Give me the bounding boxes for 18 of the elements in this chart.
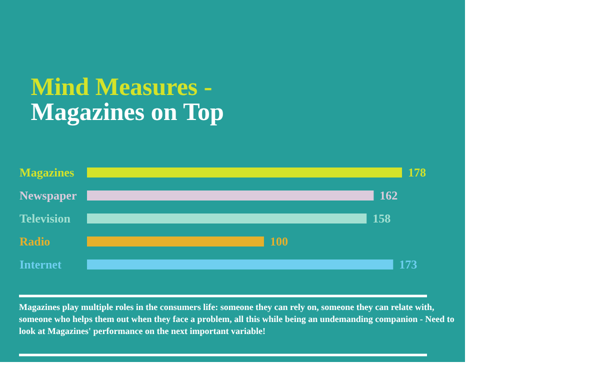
bar <box>87 236 264 246</box>
y-tick-label: Television <box>20 212 71 226</box>
bar <box>87 190 374 200</box>
y-tick-label: Magazines <box>20 166 74 180</box>
data-label: 162 <box>380 188 398 202</box>
y-tick-label: Internet <box>20 258 62 272</box>
chart-title: Mind Measures - <box>30 74 212 101</box>
bar <box>87 214 367 224</box>
chart-subtitle: Magazines on Top <box>30 99 224 126</box>
data-label: 100 <box>270 234 288 248</box>
text: Magazines play multiple roles in the consumers life: someone they can rely on, someone they can relate with, someone who helps them out when they face a problem, all this while being an undemanding companion - Need to look at Magazines' performance on the next important variable! <box>19 302 455 336</box>
bar <box>87 168 402 178</box>
y-tick-label: Newspaper <box>20 188 78 202</box>
y-tick-label: Radio <box>20 234 50 248</box>
data-label: 173 <box>399 258 418 272</box>
data-label: 158 <box>372 212 391 226</box>
bar <box>87 260 394 270</box>
data-label: 178 <box>408 166 426 180</box>
